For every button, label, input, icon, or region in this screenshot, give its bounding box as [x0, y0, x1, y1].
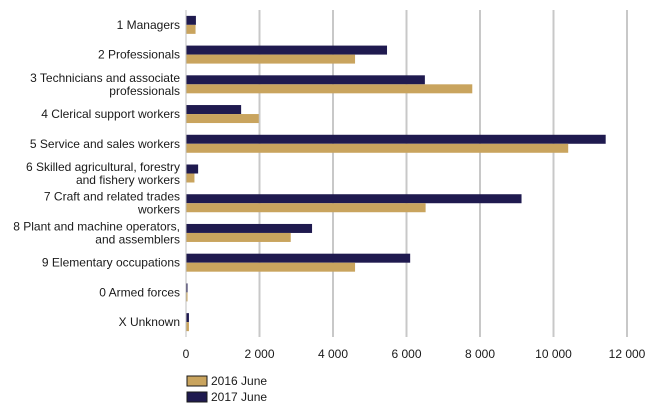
category-label: 6 Skilled agricultural, forestry	[26, 160, 180, 174]
category-label: 1 Managers	[117, 18, 180, 32]
bar-2017-june	[186, 194, 522, 204]
category-label: and fishery workers	[76, 173, 180, 187]
bar-2016-june	[186, 114, 259, 124]
bar-2016-june	[186, 84, 473, 94]
legend-label: 2016 June	[211, 374, 267, 388]
category-label: and assemblers	[95, 232, 180, 246]
legend: 2016 June 2017 June	[186, 374, 267, 403]
legend-swatch	[186, 375, 208, 387]
x-tick-label: 0	[183, 347, 190, 361]
bar-2016-june	[186, 322, 189, 332]
bar-2016-june	[186, 232, 291, 242]
tick-labels: 0 2 000 4 000 6 000 8 000 10 000 12 000	[183, 347, 646, 361]
category-label: 2 Professionals	[98, 48, 180, 62]
category-label: professionals	[109, 84, 180, 98]
bar-2016-june	[186, 262, 356, 272]
category-label: 4 Clerical support workers	[41, 107, 180, 121]
category-label: 9 Elementary occupations	[42, 256, 180, 270]
category-label: 8 Plant and machine operators,	[13, 219, 180, 233]
bar-2016-june	[186, 173, 195, 183]
bars	[186, 15, 606, 332]
category-label: 5 Service and sales workers	[30, 137, 180, 151]
bar-2016-june	[186, 203, 426, 213]
bar-2016-june	[186, 54, 356, 64]
category-label: 7 Craft and related trades	[44, 190, 180, 204]
x-tick-label: 8 000	[465, 347, 495, 361]
bar-2017-june	[186, 105, 242, 115]
bar-2017-june	[186, 313, 189, 323]
bar-2016-june	[186, 24, 196, 34]
x-tick-label: 4 000	[318, 347, 348, 361]
legend-label: 2017 June	[211, 390, 267, 403]
bar-2017-june	[186, 15, 196, 25]
bar-2017-june	[186, 283, 188, 293]
category-labels: 1 Managers 2 Professionals 3 Technicians a…	[13, 18, 180, 329]
bar-2017-june	[186, 253, 411, 263]
category-label: workers	[137, 203, 180, 217]
bar-2016-june	[186, 143, 569, 153]
bar-2016-june	[186, 292, 188, 302]
bar-2017-june	[186, 75, 425, 85]
x-tick-label: 12 000	[609, 347, 646, 361]
gridlines	[258, 10, 628, 337]
x-tick-label: 2 000	[244, 347, 274, 361]
bar-2017-june	[186, 223, 313, 233]
bar-2017-june	[186, 45, 388, 55]
bar-2017-june	[186, 134, 606, 144]
legend-swatch	[186, 391, 208, 403]
category-label: X Unknown	[119, 315, 180, 329]
x-tick-label: 6 000	[391, 347, 421, 361]
bar-2017-june	[186, 164, 199, 174]
category-label: 0 Armed forces	[99, 285, 180, 299]
x-tick-label: 10 000	[535, 347, 572, 361]
category-label: 3 Technicians and associate	[30, 71, 180, 85]
